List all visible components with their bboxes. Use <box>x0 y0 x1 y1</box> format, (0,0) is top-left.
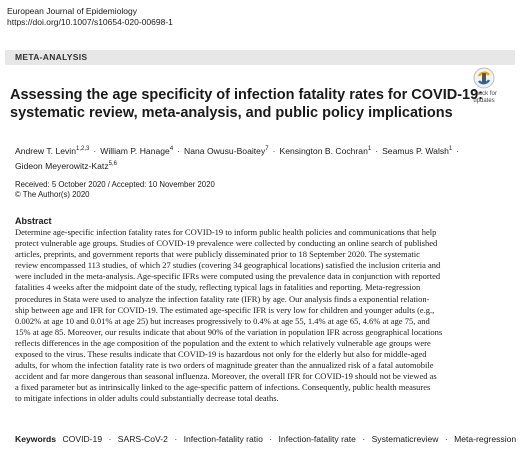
author-name: Nana Owusu‑Boaitey <box>184 145 266 156</box>
article-title: Assessing the age specificity of infecti… <box>10 86 483 122</box>
article-type-label: META-ANALYSIS <box>15 52 88 62</box>
author[interactable]: Seamus P. Walsh1 <box>382 146 452 156</box>
abstract-line: review encompassed 113 studies, of which… <box>15 260 441 271</box>
abstract-heading: Abstract <box>15 216 52 226</box>
keyword[interactable]: COVID-19 <box>62 434 103 444</box>
abstract-line: exposed to the virus. These results indi… <box>15 349 427 360</box>
author-affiliation: 1 <box>367 146 372 152</box>
keyword[interactable]: Infection-fatality ratio <box>183 434 263 444</box>
author-separator: · <box>177 145 181 156</box>
title-line: Assessing the age specificity of infecti… <box>10 87 483 103</box>
author[interactable]: Andrew T. Levin1,2,3 <box>15 146 89 156</box>
author-separator: · <box>272 145 276 156</box>
abstract-line: articles, preprints, and government repo… <box>15 249 420 260</box>
abstract-line: protect vulnerable age groups. Studies o… <box>15 238 438 249</box>
abstract-line: Determine age-specific infection fatalit… <box>15 227 437 237</box>
keyword-separator: · <box>108 434 112 444</box>
author-list: Andrew T. Levin1,2,3 · William P. Hanage4 ·… <box>15 143 505 173</box>
author-affiliation: 7 <box>265 146 269 152</box>
abstract-body: Determine age-specific infection fatalit… <box>15 227 503 405</box>
abstract-line: procedures in Stata were used to analyze… <box>15 293 430 304</box>
title-line: systematic review, meta‑analysis, and pu… <box>10 105 453 121</box>
keyword[interactable]: SARS-CoV-2 <box>117 434 168 444</box>
author-separator: · <box>456 145 460 156</box>
keywords-label: Keywords <box>15 434 57 444</box>
keyword[interactable]: Infection-fatality rate <box>278 434 356 444</box>
check-for-updates-line2: updates <box>473 98 495 104</box>
abstract-line: reflects differences in the age composit… <box>15 337 431 348</box>
journal-name: European Journal of Epidemiology <box>7 6 137 16</box>
author-affiliation: 1 <box>448 146 453 152</box>
abstract-line: to mitigate infections in older adults c… <box>15 393 279 404</box>
keyword-separator: · <box>362 434 366 444</box>
check-for-updates-button[interactable]: Check for updates <box>466 66 502 106</box>
keyword[interactable]: Systematicreview <box>371 434 439 444</box>
author-separator: · <box>93 145 97 156</box>
author-name: William P. Hanage <box>100 145 170 156</box>
author-affiliation: 5,6 <box>108 160 117 167</box>
publication-dates: Received: 5 October 2020 / Accepted: 10 … <box>15 180 215 200</box>
check-for-updates-icon <box>473 67 495 89</box>
check-for-updates-line1: Check for <box>471 91 497 97</box>
author[interactable]: Nana Owusu‑Boaitey7 <box>184 146 269 156</box>
received-accepted-dates: Received: 5 October 2020 / Accepted: 10 … <box>15 180 215 189</box>
author[interactable]: Gideon Meyerowitz‑Katz5,6 <box>15 161 117 171</box>
author-name: Kensington B. Cochran <box>279 145 368 156</box>
keyword-separator: · <box>174 434 178 444</box>
author-affiliation: 1,2,3 <box>76 146 90 152</box>
keyword-separator: · <box>269 434 273 444</box>
abstract-line: were included in the meta-analysis. Age-… <box>15 271 441 282</box>
abstract-line: 15% at age 85. Moreover, our results ind… <box>15 326 443 337</box>
abstract-line: 0.002% at age 10 and 0.01% at age 25) bu… <box>15 315 430 326</box>
copyright-notice: © The Author(s) 2020 <box>15 190 90 199</box>
abstract-line: adults, for whom the infection fatality … <box>15 360 434 371</box>
author[interactable]: William P. Hanage4 <box>100 146 173 156</box>
author-affiliation: 4 <box>169 146 174 152</box>
abstract-line: a fixed parameter but as intrinsically l… <box>15 382 431 393</box>
author-name: Seamus P. Walsh <box>382 145 449 156</box>
article-type-bar: META-ANALYSIS <box>5 50 515 65</box>
doi-link[interactable]: https://doi.org/10.1007/s10654-020-00698… <box>7 17 173 27</box>
keyword-separator: · <box>444 434 448 444</box>
abstract-line: fatalities 4 weeks after the midpoint da… <box>15 282 421 293</box>
keyword[interactable]: Meta-regression <box>454 434 517 444</box>
author-name: Gideon Meyerowitz‑Katz <box>15 160 109 171</box>
abstract-line: accident and far more dangerous than sea… <box>15 371 437 382</box>
author-name: Andrew T. Levin <box>15 145 76 156</box>
author-separator: · <box>375 145 379 156</box>
author[interactable]: Kensington B. Cochran1 <box>279 146 371 156</box>
keywords-line: Keywords COVID-19 · SARS-CoV-2 · Infecti… <box>15 434 516 444</box>
abstract-line: ship between age and IFR for COVID-19. T… <box>15 304 435 315</box>
